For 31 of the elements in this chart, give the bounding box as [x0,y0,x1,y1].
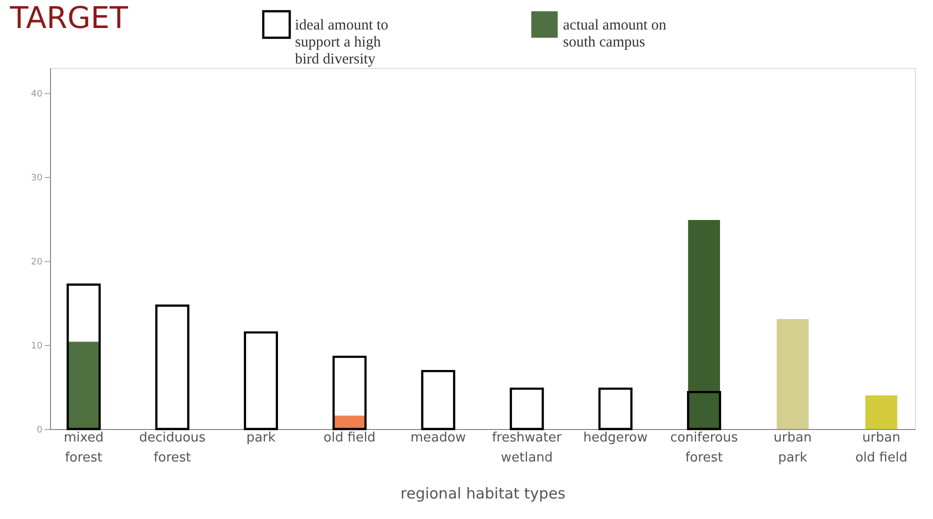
x-tick-label: urban old field [855,430,908,466]
y-tick-label: 0 [36,426,43,436]
y-tick-label: 20 [31,258,43,268]
x-tick-label: freshwater wetland [492,430,562,466]
bar [510,388,544,430]
bar [688,220,720,429]
bar [332,356,367,430]
y-tick-label: 30 [31,174,43,184]
y-tick-label: 10 [31,342,43,352]
chart-title: TARGET [9,1,129,36]
legend-label: actual amount on south campus [563,18,667,50]
x-tick-label: meadow [410,430,466,446]
bar [598,388,632,430]
x-axis-title: regional habitat types [400,484,566,502]
bar [68,342,100,429]
bar [776,319,809,429]
bar [687,390,722,430]
x-tick-label: hedgerow [583,430,648,446]
bar [865,395,898,429]
bar [421,370,456,430]
x-tick-label: park [246,430,276,446]
bar [155,304,190,430]
y-tick-label: 40 [31,90,43,100]
bar [244,331,278,430]
bar [66,284,101,430]
x-tick-label: coniferous forest [670,430,738,466]
legend-label: ideal amount to support a high bird diversity [295,18,388,68]
x-tick-label: mixed forest [64,430,104,466]
x-tick-label: deciduous forest [139,430,206,466]
x-tick-label: old field [324,430,376,446]
x-tick-label: urban park [774,430,812,466]
